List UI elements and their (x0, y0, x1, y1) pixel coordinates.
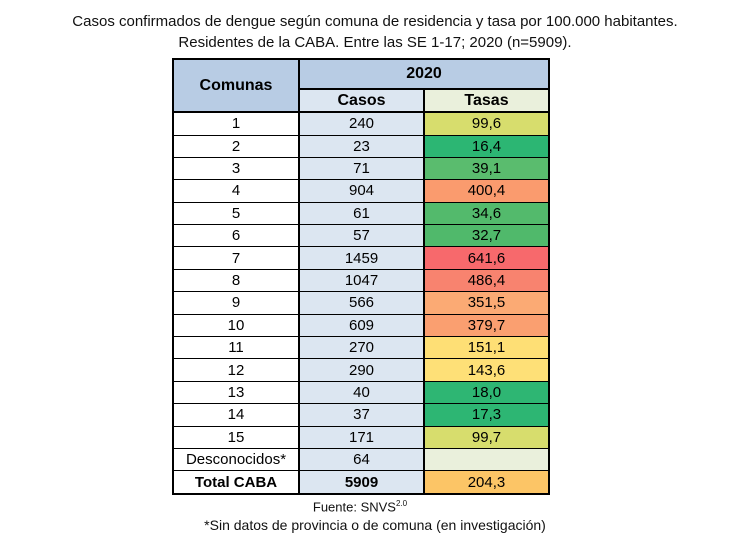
table-row: 13 40 18,0 (172, 380, 550, 405)
casos-cell: 71 (298, 156, 425, 181)
tasa-cell: 351,5 (423, 291, 550, 315)
casos-cell: 40 (298, 380, 425, 405)
tasa-cell: 151,1 (423, 336, 550, 360)
casos-cell: 23 (298, 134, 425, 158)
comuna-cell: 3 (172, 156, 300, 181)
chart-title: Casos confirmados de dengue según comuna… (0, 11, 750, 53)
comuna-cell: 2 (172, 134, 300, 158)
year-header-cell: 2020 (298, 58, 550, 90)
comuna-cell: 15 (172, 425, 300, 449)
casos-cell: 57 (298, 224, 425, 248)
title-line-2: Residentes de la CABA. Entre las SE 1-17… (178, 34, 572, 51)
source-label: Fuente: SNVS (312, 499, 396, 515)
tasa-cell: 34,6 (423, 201, 550, 226)
source-superscript: 2.0 (395, 499, 408, 508)
tasa-cell: 400,4 (423, 179, 550, 203)
tasa-cell: 32,7 (423, 224, 550, 248)
table-row: 3 71 39,1 (172, 156, 550, 181)
comuna-cell: Desconocidos* (172, 447, 300, 472)
casos-cell: 1047 (298, 268, 425, 293)
tasa-cell (423, 447, 550, 472)
comuna-cell: 14 (172, 403, 300, 427)
table-row: 4 904 400,4 (172, 179, 550, 203)
table-row: 12 290 143,6 (172, 358, 550, 382)
comunas-header-cell: Comunas (172, 58, 300, 113)
casos-cell: 5909 (298, 470, 425, 495)
table-row: Total CABA 5909 204,3 (172, 470, 550, 495)
casos-cell: 171 (298, 425, 425, 449)
header-row-columns: Casos Tasas (173, 88, 550, 113)
casos-cell: 566 (298, 291, 425, 315)
asterisk-note: *Sin datos de provincia o de comuna (en … (204, 517, 546, 533)
source-note: Fuente: SNVS2.0 (0, 499, 720, 514)
comuna-cell: 1 (172, 111, 300, 136)
comuna-cell: 6 (172, 224, 300, 248)
comuna-cell: 11 (172, 336, 300, 360)
table-row: 15 171 99,7 (172, 425, 550, 449)
title-line-1: Casos confirmados de dengue según comuna… (72, 13, 678, 30)
table-row: 6 57 32,7 (172, 224, 550, 248)
tasa-cell: 143,6 (423, 358, 550, 382)
tasa-cell: 17,3 (423, 403, 550, 427)
header-row-year: Comunas 2020 (172, 58, 550, 113)
casos-cell: 609 (298, 313, 425, 338)
tasa-cell: 16,4 (423, 134, 550, 158)
casos-cell: 64 (298, 447, 425, 472)
comuna-cell: 4 (172, 179, 300, 203)
dengue-table: Comunas 2020 Casos Tasas 1 240 99,6 2 23 16,4… (172, 58, 550, 495)
comuna-cell: 5 (172, 201, 300, 226)
comuna-cell: 10 (172, 313, 300, 338)
table-row: 8 1047 486,4 (172, 268, 550, 293)
table-header: Comunas 2020 Casos Tasas (172, 58, 550, 113)
table-row: 10 609 379,7 (172, 313, 550, 338)
tasa-cell: 18,0 (423, 380, 550, 405)
casos-header-cell: Casos (298, 88, 425, 113)
table-row: 5 61 34,6 (172, 201, 550, 226)
casos-cell: 1459 (298, 246, 425, 270)
casos-cell: 904 (298, 179, 425, 203)
table-row: 9 566 351,5 (172, 291, 550, 315)
comuna-cell: Total CABA (172, 470, 300, 495)
tasa-cell: 204,3 (423, 470, 550, 495)
tasa-cell: 379,7 (423, 313, 550, 338)
comuna-cell: 9 (172, 291, 300, 315)
table-row: 2 23 16,4 (172, 134, 550, 158)
tasa-cell: 641,6 (423, 246, 550, 270)
tasa-cell: 99,7 (423, 425, 550, 449)
casos-cell: 270 (298, 336, 425, 360)
comuna-cell: 8 (172, 268, 300, 293)
table-body: 1 240 99,6 2 23 16,4 3 71 39,1 4 904 400,4 5 61 34,6 6 5… (172, 111, 550, 495)
table-row: 7 1459 641,6 (172, 246, 550, 270)
casos-cell: 37 (298, 403, 425, 427)
table-row: 14 37 17,3 (172, 403, 550, 427)
tasa-cell: 39,1 (423, 156, 550, 181)
comuna-cell: 7 (172, 246, 300, 270)
tasa-cell: 99,6 (423, 111, 550, 136)
table-row: Desconocidos* 64 (172, 447, 550, 472)
table-row: 1 240 99,6 (172, 111, 550, 136)
comuna-cell: 13 (172, 380, 300, 405)
table-row: 11 270 151,1 (172, 336, 550, 360)
tasa-cell: 486,4 (423, 268, 550, 293)
casos-cell: 61 (298, 201, 425, 226)
casos-cell: 290 (298, 358, 425, 382)
casos-cell: 240 (298, 111, 425, 136)
tasas-header-cell: Tasas (423, 88, 550, 113)
comuna-cell: 12 (172, 358, 300, 382)
